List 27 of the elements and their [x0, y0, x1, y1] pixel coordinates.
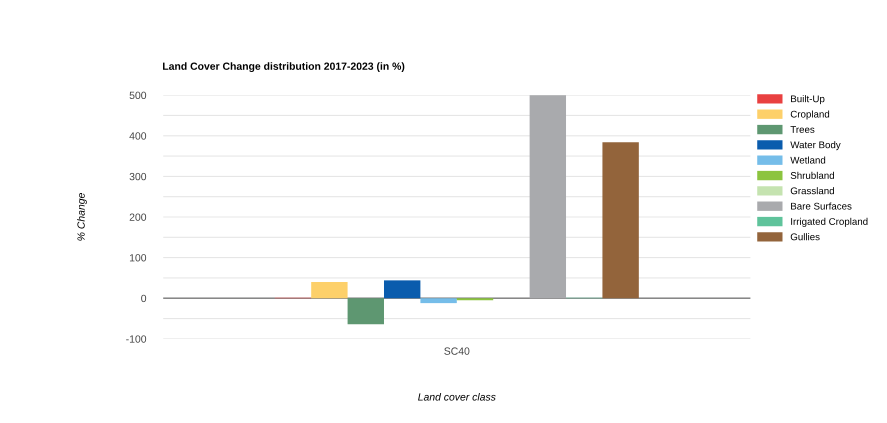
bar [530, 95, 566, 298]
y-tick-label: -100 [126, 335, 146, 343]
legend-label: Wetland [790, 156, 826, 164]
y-tick-label: 300 [130, 172, 146, 180]
legend-label: Bare Surfaces [791, 202, 852, 210]
legend-label: Water Body [790, 141, 841, 150]
bar [602, 142, 639, 298]
y-axis-title: % Change [77, 193, 87, 241]
bar [348, 298, 384, 324]
chart-title: Land Cover Change distribution 2017-2023 (in %) [163, 62, 404, 72]
bar [384, 280, 420, 298]
legend-label: Built-Up [791, 95, 824, 104]
legend-label: Irrigated Cropland [791, 218, 868, 227]
y-tick-label: 500 [130, 92, 146, 100]
legend-label: Grassland [790, 187, 834, 194]
legend-label: Trees [790, 126, 814, 133]
bar [420, 298, 457, 304]
y-tick-label: 100 [130, 254, 146, 262]
y-tick-label: 400 [129, 132, 146, 140]
legend-label: Gullies [790, 233, 820, 240]
legend-label: Shrubland [790, 172, 834, 179]
bar [311, 282, 348, 298]
x-axis-title: Land cover class [418, 392, 496, 401]
legend-label: Cropland [790, 110, 830, 120]
y-tick-label: 200 [130, 214, 146, 221]
x-tick-label: SC40 [444, 347, 470, 355]
y-tick-label: 0 [141, 294, 146, 302]
